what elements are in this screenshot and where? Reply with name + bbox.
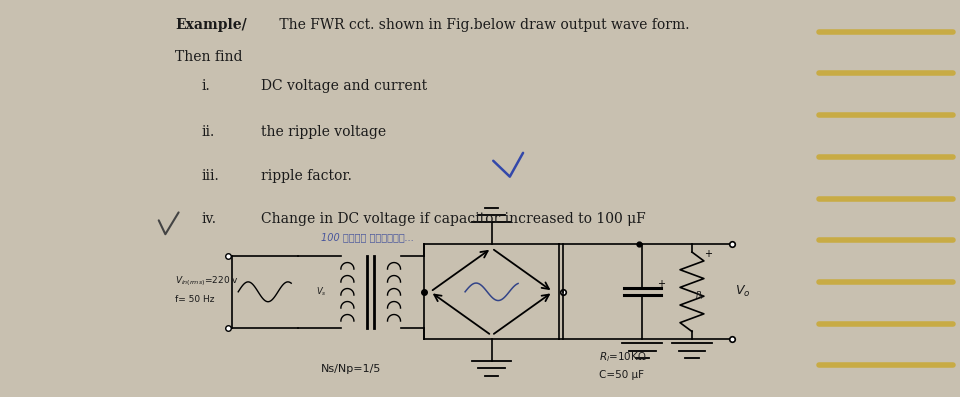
Text: ripple factor.: ripple factor.: [261, 169, 352, 183]
Text: +: +: [704, 249, 712, 259]
Text: $R_l$=10KΩ: $R_l$=10KΩ: [599, 351, 647, 364]
Text: $V_{in(rms)}$=220 v: $V_{in(rms)}$=220 v: [176, 274, 239, 288]
Text: $R_l$: $R_l$: [695, 289, 705, 302]
Text: Ns/Np=1/5: Ns/Np=1/5: [321, 364, 381, 374]
Text: $V_{s}$: $V_{s}$: [316, 285, 326, 298]
Text: ii.: ii.: [202, 125, 215, 139]
Text: DC voltage and current: DC voltage and current: [261, 79, 427, 93]
Text: +: +: [657, 279, 665, 289]
Text: C=50 μF: C=50 μF: [599, 370, 644, 380]
Text: $V_o$: $V_o$: [735, 284, 751, 299]
Text: iii.: iii.: [202, 169, 220, 183]
Text: f= 50 Hz: f= 50 Hz: [176, 295, 215, 304]
Text: the ripple voltage: the ripple voltage: [261, 125, 387, 139]
Text: The FWR cct. shown in Fig.below draw output wave form.: The FWR cct. shown in Fig.below draw out…: [275, 18, 689, 32]
Text: i.: i.: [202, 79, 210, 93]
Text: Change in DC voltage if capacitor increased to 100 μF: Change in DC voltage if capacitor increa…: [261, 212, 646, 226]
Text: iv.: iv.: [202, 212, 217, 226]
Text: Then find: Then find: [176, 50, 243, 64]
Text: Example/: Example/: [176, 18, 247, 32]
Text: 100 اولت اضافية...: 100 اولت اضافية...: [321, 232, 414, 242]
